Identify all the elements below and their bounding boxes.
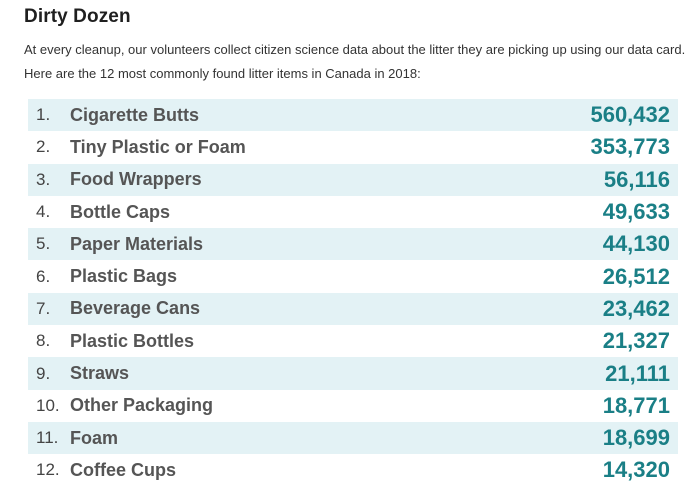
list-item: 11. Foam 18,699: [28, 421, 678, 455]
item-name: Food Wrappers: [70, 169, 202, 190]
intro-paragraph: At every cleanup, our volunteers collect…: [24, 42, 686, 81]
item-name: Plastic Bags: [70, 266, 178, 287]
item-count: 49,633: [602, 199, 670, 225]
item-name: Straws: [70, 363, 130, 384]
item-rank: 1.: [36, 105, 51, 125]
item-name: Beverage Cans: [70, 298, 201, 319]
item-rank: 10.: [36, 395, 60, 415]
list-item: 12. Coffee Cups 14,320: [28, 454, 678, 486]
item-rank: 8.: [36, 331, 51, 351]
item-rank: 9.: [36, 363, 51, 383]
item-rank: 5.: [36, 234, 51, 254]
item-rank: 6.: [36, 266, 51, 286]
list-item: 7. Beverage Cans 23,462: [28, 292, 678, 326]
item-count: 353,773: [590, 134, 670, 160]
item-rank: 11.: [36, 428, 59, 448]
list-item: 4. Bottle Caps 49,633: [28, 196, 678, 228]
item-rank: 4.: [36, 202, 51, 222]
list-item: 1. Cigarette Butts 560,432: [28, 99, 678, 132]
list-item: 10. Other Packaging 18,771: [28, 390, 678, 422]
item-name: Coffee Cups: [70, 459, 177, 480]
item-count: 18,771: [602, 392, 670, 418]
page-title: Dirty Dozen: [24, 6, 131, 27]
list-item: 2. Tiny Plastic or Foam 353,773: [28, 131, 678, 163]
item-count: 44,130: [602, 231, 670, 257]
item-rank: 7.: [36, 298, 51, 318]
list-item: 3. Food Wrappers 56,116: [28, 163, 678, 196]
item-count: 560,432: [590, 102, 670, 128]
item-rank: 3.: [36, 169, 51, 189]
item-count: 26,512: [602, 263, 670, 289]
item-name: Other Packaging: [70, 395, 214, 416]
item-name: Cigarette Butts: [70, 104, 200, 125]
item-count: 56,116: [603, 166, 670, 192]
list-item: 6. Plastic Bags 26,512: [28, 260, 678, 292]
item-count: 21,327: [602, 328, 670, 354]
litter-list: 1. Cigarette Butts 560,432 2. Tiny Plast…: [28, 99, 678, 487]
item-name: Plastic Bottles: [70, 330, 195, 351]
item-name: Tiny Plastic or Foam: [70, 136, 246, 157]
item-count: 21,111: [605, 360, 670, 386]
list-item: 8. Plastic Bottles 21,327: [28, 325, 678, 357]
list-item: 9. Straws 21,111: [28, 357, 678, 390]
item-name: Bottle Caps: [70, 201, 171, 222]
item-count: 18,699: [602, 425, 670, 451]
list-item: 5. Paper Materials 44,130: [28, 228, 678, 261]
item-name: Foam: [70, 427, 119, 448]
item-count: 23,462: [602, 295, 670, 321]
item-rank: 12.: [36, 460, 60, 480]
item-count: 14,320: [602, 457, 670, 483]
item-name: Paper Materials: [70, 233, 204, 254]
item-rank: 2.: [36, 137, 51, 157]
